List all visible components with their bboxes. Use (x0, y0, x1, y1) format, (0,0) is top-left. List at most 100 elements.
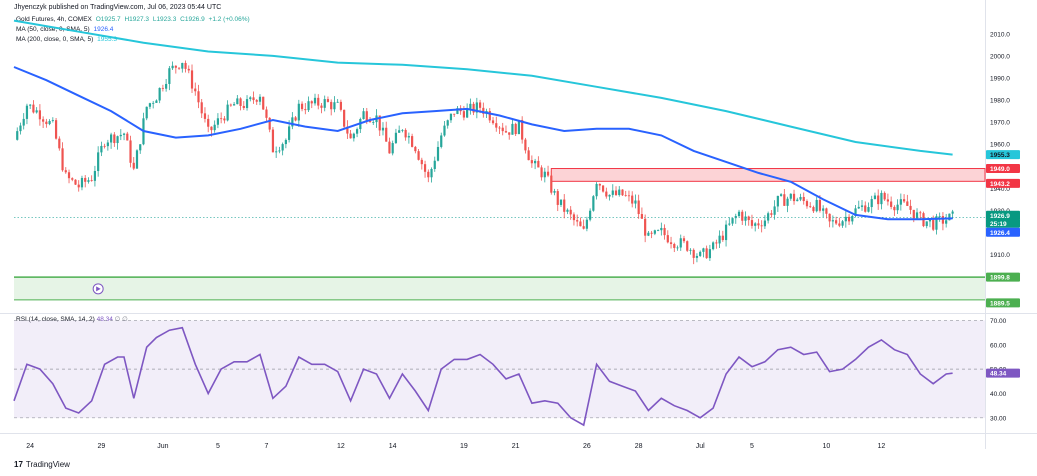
candle-body (763, 220, 767, 227)
candle-body (624, 195, 627, 197)
candle-body (893, 206, 896, 211)
rsi-legend[interactable]: RSI (14, close, SMA, 14, 2) 48.34 ∅ ∅ (16, 315, 128, 323)
candle-body (152, 102, 155, 104)
candle-body (372, 122, 375, 123)
ma50-line (13, 66, 953, 221)
ma200-legend[interactable]: MA (200, close, 0, SMA, 5) 1955.3 (16, 36, 117, 43)
candle-body (404, 129, 407, 138)
candle-body (847, 216, 851, 222)
replay-arrow-icon (96, 286, 101, 292)
candle-body (300, 103, 304, 110)
candle-body (767, 213, 770, 221)
candle-body (524, 139, 527, 151)
candle-body (48, 120, 51, 125)
zone-bottom-badge: 1943.2 (990, 181, 1010, 188)
candle-body (74, 179, 77, 185)
candle-body (886, 199, 889, 202)
candle-body (365, 111, 368, 122)
candle-body (323, 99, 326, 108)
time-tick-label: 12 (337, 443, 345, 450)
candle-body (692, 249, 695, 258)
candle-body (935, 216, 938, 230)
candle-body (679, 238, 682, 248)
candle-body (103, 145, 106, 147)
candle-body (734, 216, 737, 219)
candle-body (433, 160, 436, 169)
candle-body (232, 104, 236, 106)
candle-body (297, 103, 300, 121)
rsi-tick-label: 40.00 (990, 391, 1007, 398)
candle-body (161, 87, 164, 89)
candle-body (941, 216, 945, 224)
candle-body (145, 106, 148, 119)
candle-body (313, 97, 317, 104)
ma200-badge: 1955.3 (990, 152, 1010, 159)
candle-body (854, 208, 857, 216)
rsi-tick-label: 70.00 (990, 318, 1007, 325)
candle-body (116, 136, 119, 144)
candle-body (307, 101, 310, 111)
candle-body (32, 104, 35, 113)
candle-body (566, 209, 569, 212)
candle-body (669, 242, 673, 245)
price-tick-label: 2010.0 (990, 31, 1010, 38)
tradingview-watermark: 17 TradingView (14, 460, 70, 469)
symbol-legend: Gold Futures, 4h, COMEX O1925.7 H1927.3 … (16, 16, 250, 23)
candle-body (928, 219, 932, 222)
support-top-badge-bg (986, 272, 1020, 282)
candle-body (514, 123, 517, 135)
candle-body (90, 180, 93, 182)
candle-body (877, 195, 880, 205)
time-tick-label: 29 (97, 443, 105, 450)
candle-body (352, 133, 355, 139)
time-tick-label: 5 (216, 443, 220, 450)
candle-body (278, 150, 281, 152)
candle-body (828, 213, 831, 222)
candle-body (417, 151, 420, 160)
candle-body (731, 218, 734, 224)
candle-body (572, 214, 576, 221)
candle-body (831, 220, 834, 222)
candle-body (482, 107, 485, 114)
ma200-label: MA (200, close, 0, SMA, 5) (16, 36, 94, 43)
candle-body (187, 68, 190, 71)
ma200-value: 1955.3 (97, 36, 118, 43)
candle-body (750, 220, 754, 226)
candle-body (119, 134, 122, 137)
candle-body (647, 232, 650, 236)
time-tick-label: 10 (823, 443, 831, 450)
ma50-legend[interactable]: MA (50, close, 0, SMA, 5) 1926.4 (16, 26, 113, 33)
ohlc-high: H1927.3 (124, 16, 150, 23)
candle-body (284, 139, 287, 145)
candle-body (427, 171, 430, 178)
candle-body (135, 150, 139, 169)
candle-body (818, 199, 822, 211)
rsi-badge: 48.34 (990, 371, 1007, 378)
candle-body (258, 96, 262, 102)
time-tick-label: 21 (512, 443, 520, 450)
candle-body (906, 201, 909, 206)
candle-body (899, 199, 902, 205)
ohlc-open: O1925.7 (95, 16, 121, 23)
last-price-badge-bg (986, 210, 1020, 220)
candle-body (190, 70, 194, 89)
ohlc-low: L1923.3 (152, 16, 177, 23)
candle-body (770, 213, 773, 215)
candle-body (488, 111, 491, 121)
candle-body (640, 214, 644, 219)
candle-body (559, 199, 563, 205)
candle-body (236, 98, 239, 105)
price-tick-label: 1980.0 (990, 98, 1010, 105)
candle-body (411, 136, 414, 147)
candle-body (462, 111, 465, 118)
time-tick-label: 14 (389, 443, 397, 450)
price-grid (0, 0, 1037, 449)
candle-body (857, 206, 860, 209)
candle-body (67, 172, 71, 179)
candle-body (576, 220, 579, 222)
candle-body (644, 218, 647, 236)
candle-body (129, 140, 132, 163)
candle-body (873, 195, 877, 200)
candle-body (469, 103, 472, 109)
